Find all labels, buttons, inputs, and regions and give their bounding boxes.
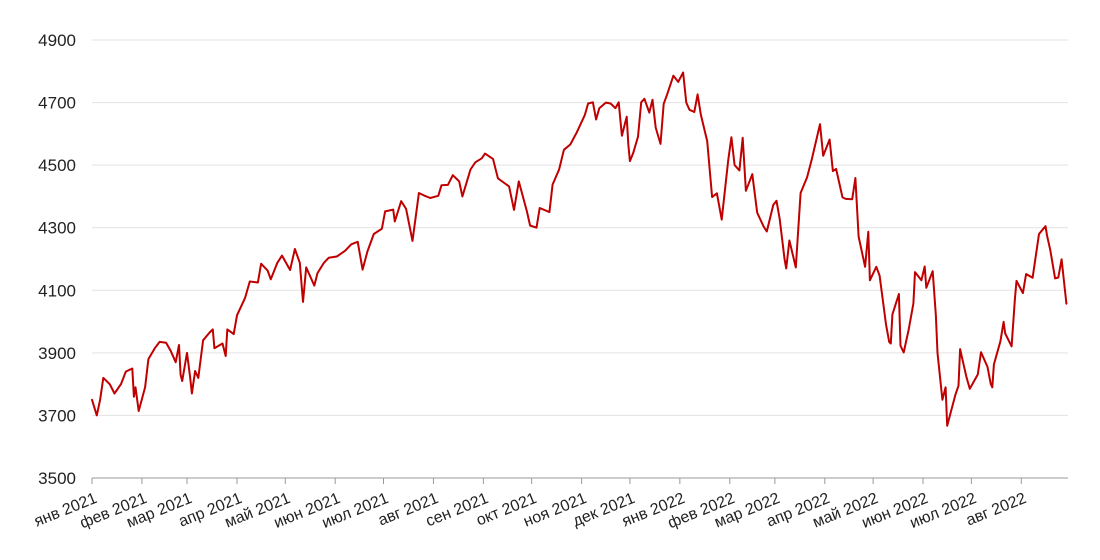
y-tick-label: 3900	[38, 344, 76, 363]
series-layer	[91, 71, 1068, 427]
y-tick-label: 4700	[38, 94, 76, 113]
series-line	[91, 71, 1068, 427]
y-tick-label: 4100	[38, 281, 76, 300]
y-axis-ticks: 3500 3700 3900 4100 4300 4500 4700 4900	[38, 31, 76, 488]
y-tick-label: 4300	[38, 219, 76, 238]
y-gridlines	[92, 39, 1068, 416]
y-tick-label: 4500	[38, 156, 76, 175]
y-tick-label: 4900	[38, 31, 76, 50]
y-tick-label: 3700	[38, 406, 76, 425]
y-tick-label: 3500	[38, 469, 76, 488]
